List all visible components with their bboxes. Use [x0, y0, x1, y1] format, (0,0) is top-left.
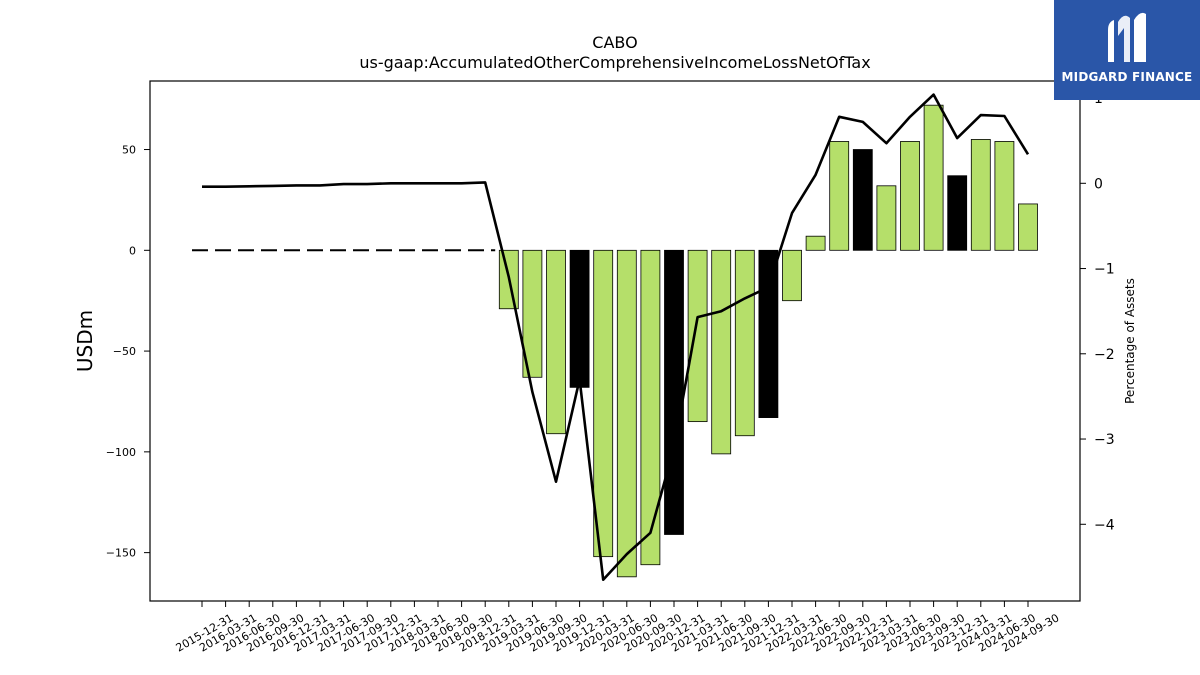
- bar-2020-12-31: [664, 249, 684, 535]
- y2-tick-label: −4: [1094, 517, 1115, 533]
- y-tick-label: 0: [129, 244, 136, 257]
- percentage-of-assets-line: [202, 93, 1030, 582]
- y-tick-label: −50: [113, 345, 136, 358]
- y2-tick-label: 0: [1094, 176, 1103, 192]
- bar-2022-03-31: [782, 249, 802, 302]
- midgard-logo: MIDGARD FINANCE: [1054, 0, 1200, 100]
- y-axis-label: USDm: [73, 310, 97, 372]
- y-tick-label: −150: [106, 547, 136, 560]
- bar-2021-09-30: [734, 249, 755, 437]
- y-tick-label: 50: [122, 144, 136, 157]
- y2-axis-label: Percentage of Assets: [1123, 278, 1137, 404]
- bar-2022-09-30: [829, 141, 850, 251]
- midgard-logo-text: MIDGARD FINANCE: [1061, 70, 1193, 84]
- chart-subtitle: us-gaap:AccumulatedOtherComprehensiveInc…: [359, 53, 870, 72]
- bar-2020-03-31: [593, 249, 614, 558]
- chart-title: CABO: [592, 33, 637, 52]
- y-tick-label: −100: [106, 446, 136, 459]
- bar-2022-12-31: [852, 149, 873, 251]
- bar-2024-09-30: [1018, 203, 1038, 251]
- bar-2023-12-31: [947, 175, 968, 251]
- bar-2019-12-31: [569, 249, 590, 388]
- bar-2023-03-31: [876, 185, 897, 251]
- bar-2020-06-30: [616, 249, 637, 578]
- y2-tick-label: −1: [1094, 262, 1115, 278]
- midgard-logo-icon: [1108, 12, 1146, 62]
- plot-frame: [149, 80, 1081, 602]
- bar-2021-03-31: [687, 249, 708, 423]
- bar-2024-03-31: [970, 139, 991, 251]
- bar-2023-09-30: [923, 104, 944, 251]
- bar-2023-06-30: [900, 141, 920, 251]
- y2-tick-label: −2: [1094, 347, 1115, 363]
- bar-2024-06-30: [994, 141, 1015, 251]
- bar-2020-09-30: [640, 249, 661, 566]
- bar-2021-06-30: [711, 249, 732, 455]
- y2-tick-label: −3: [1094, 432, 1115, 448]
- bar-2019-06-30: [522, 249, 543, 378]
- bar-2019-09-30: [546, 249, 566, 435]
- bar-2022-06-30: [805, 235, 826, 251]
- plot-area: [192, 93, 1038, 582]
- bar-2021-12-31: [758, 249, 779, 418]
